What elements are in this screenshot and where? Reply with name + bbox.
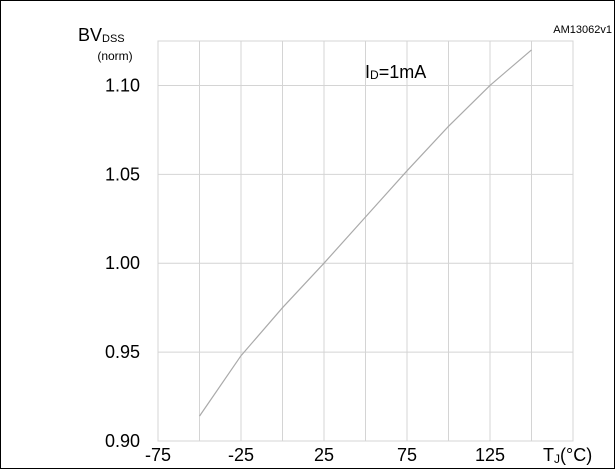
series-annotation: ID=1mA [365,62,426,82]
y-tick-label: 1.10 [105,75,140,95]
y-tick-label: 1.00 [105,253,140,273]
x-tick-label: -75 [145,445,171,465]
y-tick-label: 1.05 [105,164,140,184]
x-axis-label: TJ(°C) [543,445,592,466]
y-tick-label: 0.95 [105,342,140,362]
series-line [199,49,532,417]
y-axis-unit: (norm) [97,49,132,63]
x-tick-label: 125 [475,445,505,465]
figure-code: AM13062v1 [553,24,612,36]
x-tick-label: 25 [314,445,334,465]
y-tick-label: 0.90 [105,431,140,451]
x-tick-label: 75 [397,445,417,465]
y-axis-label: BVDSS [78,25,125,45]
x-tick-label: -25 [228,445,254,465]
